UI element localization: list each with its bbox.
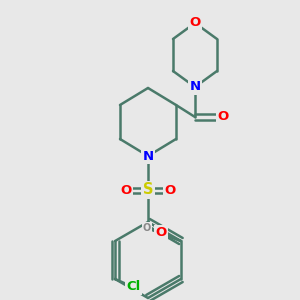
Text: O: O: [143, 223, 151, 233]
Text: N: N: [189, 80, 201, 94]
Text: O: O: [155, 226, 167, 239]
Text: N: N: [142, 149, 154, 163]
Text: O: O: [120, 184, 132, 196]
Text: O: O: [218, 110, 229, 124]
Text: O: O: [155, 226, 167, 239]
Text: O: O: [189, 16, 201, 29]
Text: O: O: [164, 184, 175, 196]
Text: Cl: Cl: [126, 280, 140, 293]
Text: S: S: [143, 182, 153, 197]
